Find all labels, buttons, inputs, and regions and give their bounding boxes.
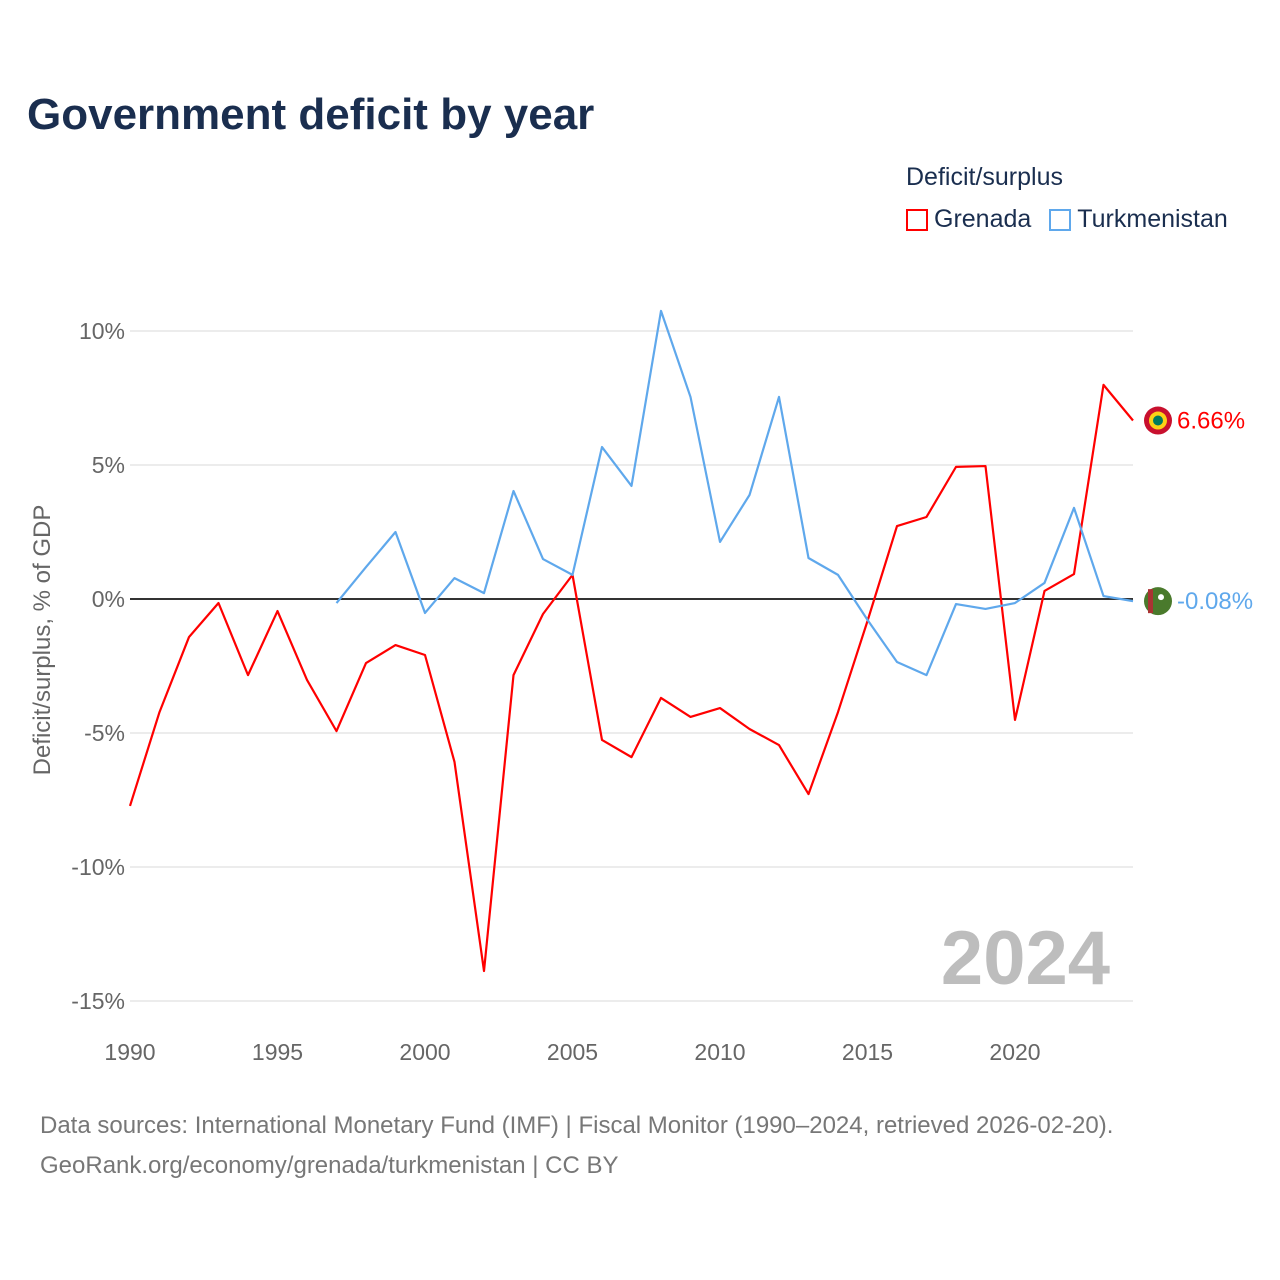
y-tick-label: 10% xyxy=(79,318,125,344)
legend-label: Grenada xyxy=(934,205,1032,233)
x-tick-label: 2000 xyxy=(399,1039,450,1065)
y-axis-label: Deficit/surplus, % of GDP xyxy=(29,505,56,776)
series-line-turkmenistan xyxy=(335,309,1134,677)
x-tick-label: 1990 xyxy=(104,1039,155,1065)
legend-swatch-turkmenistan xyxy=(1049,208,1072,231)
y-tick-label: -15% xyxy=(71,988,125,1014)
y-tick-label: -10% xyxy=(71,854,125,880)
series-line-grenada xyxy=(128,383,1134,973)
x-tick-label: 2015 xyxy=(842,1039,893,1065)
y-tick-label: 0% xyxy=(92,586,125,612)
chart-title: Government deficit by year xyxy=(27,90,595,139)
end-value-label: 6.66% xyxy=(1177,408,1245,435)
x-tick-label: 2020 xyxy=(989,1039,1040,1065)
year-watermark: 2024 xyxy=(941,916,1110,1001)
source-line-1: Data sources: International Monetary Fun… xyxy=(40,1112,1114,1139)
source-line-2[interactable]: GeoRank.org/economy/grenada/turkmenistan… xyxy=(40,1152,619,1179)
x-tick-label: 1995 xyxy=(252,1039,303,1065)
legend-title: Deficit/surplus xyxy=(906,163,1063,191)
source-note: Data sources: International Monetary Fun… xyxy=(40,1106,1113,1186)
legend-item-turkmenistan[interactable]: Turkmenistan xyxy=(1049,205,1228,234)
legend-item-grenada[interactable]: Grenada xyxy=(906,205,1031,234)
end-value-label: -0.08% xyxy=(1177,588,1253,615)
x-tick-label: 2010 xyxy=(694,1039,745,1065)
y-tick-label: 5% xyxy=(92,452,125,478)
flag-icon-turkmenistan xyxy=(1144,587,1172,616)
flag-icon-grenada xyxy=(1144,406,1172,435)
legend-label: Turkmenistan xyxy=(1077,205,1228,233)
x-tick-label: 2005 xyxy=(547,1039,598,1065)
legend-swatch-grenada xyxy=(906,208,928,231)
legend: Grenada Turkmenistan xyxy=(906,205,1228,234)
y-tick-label: -5% xyxy=(84,720,125,746)
